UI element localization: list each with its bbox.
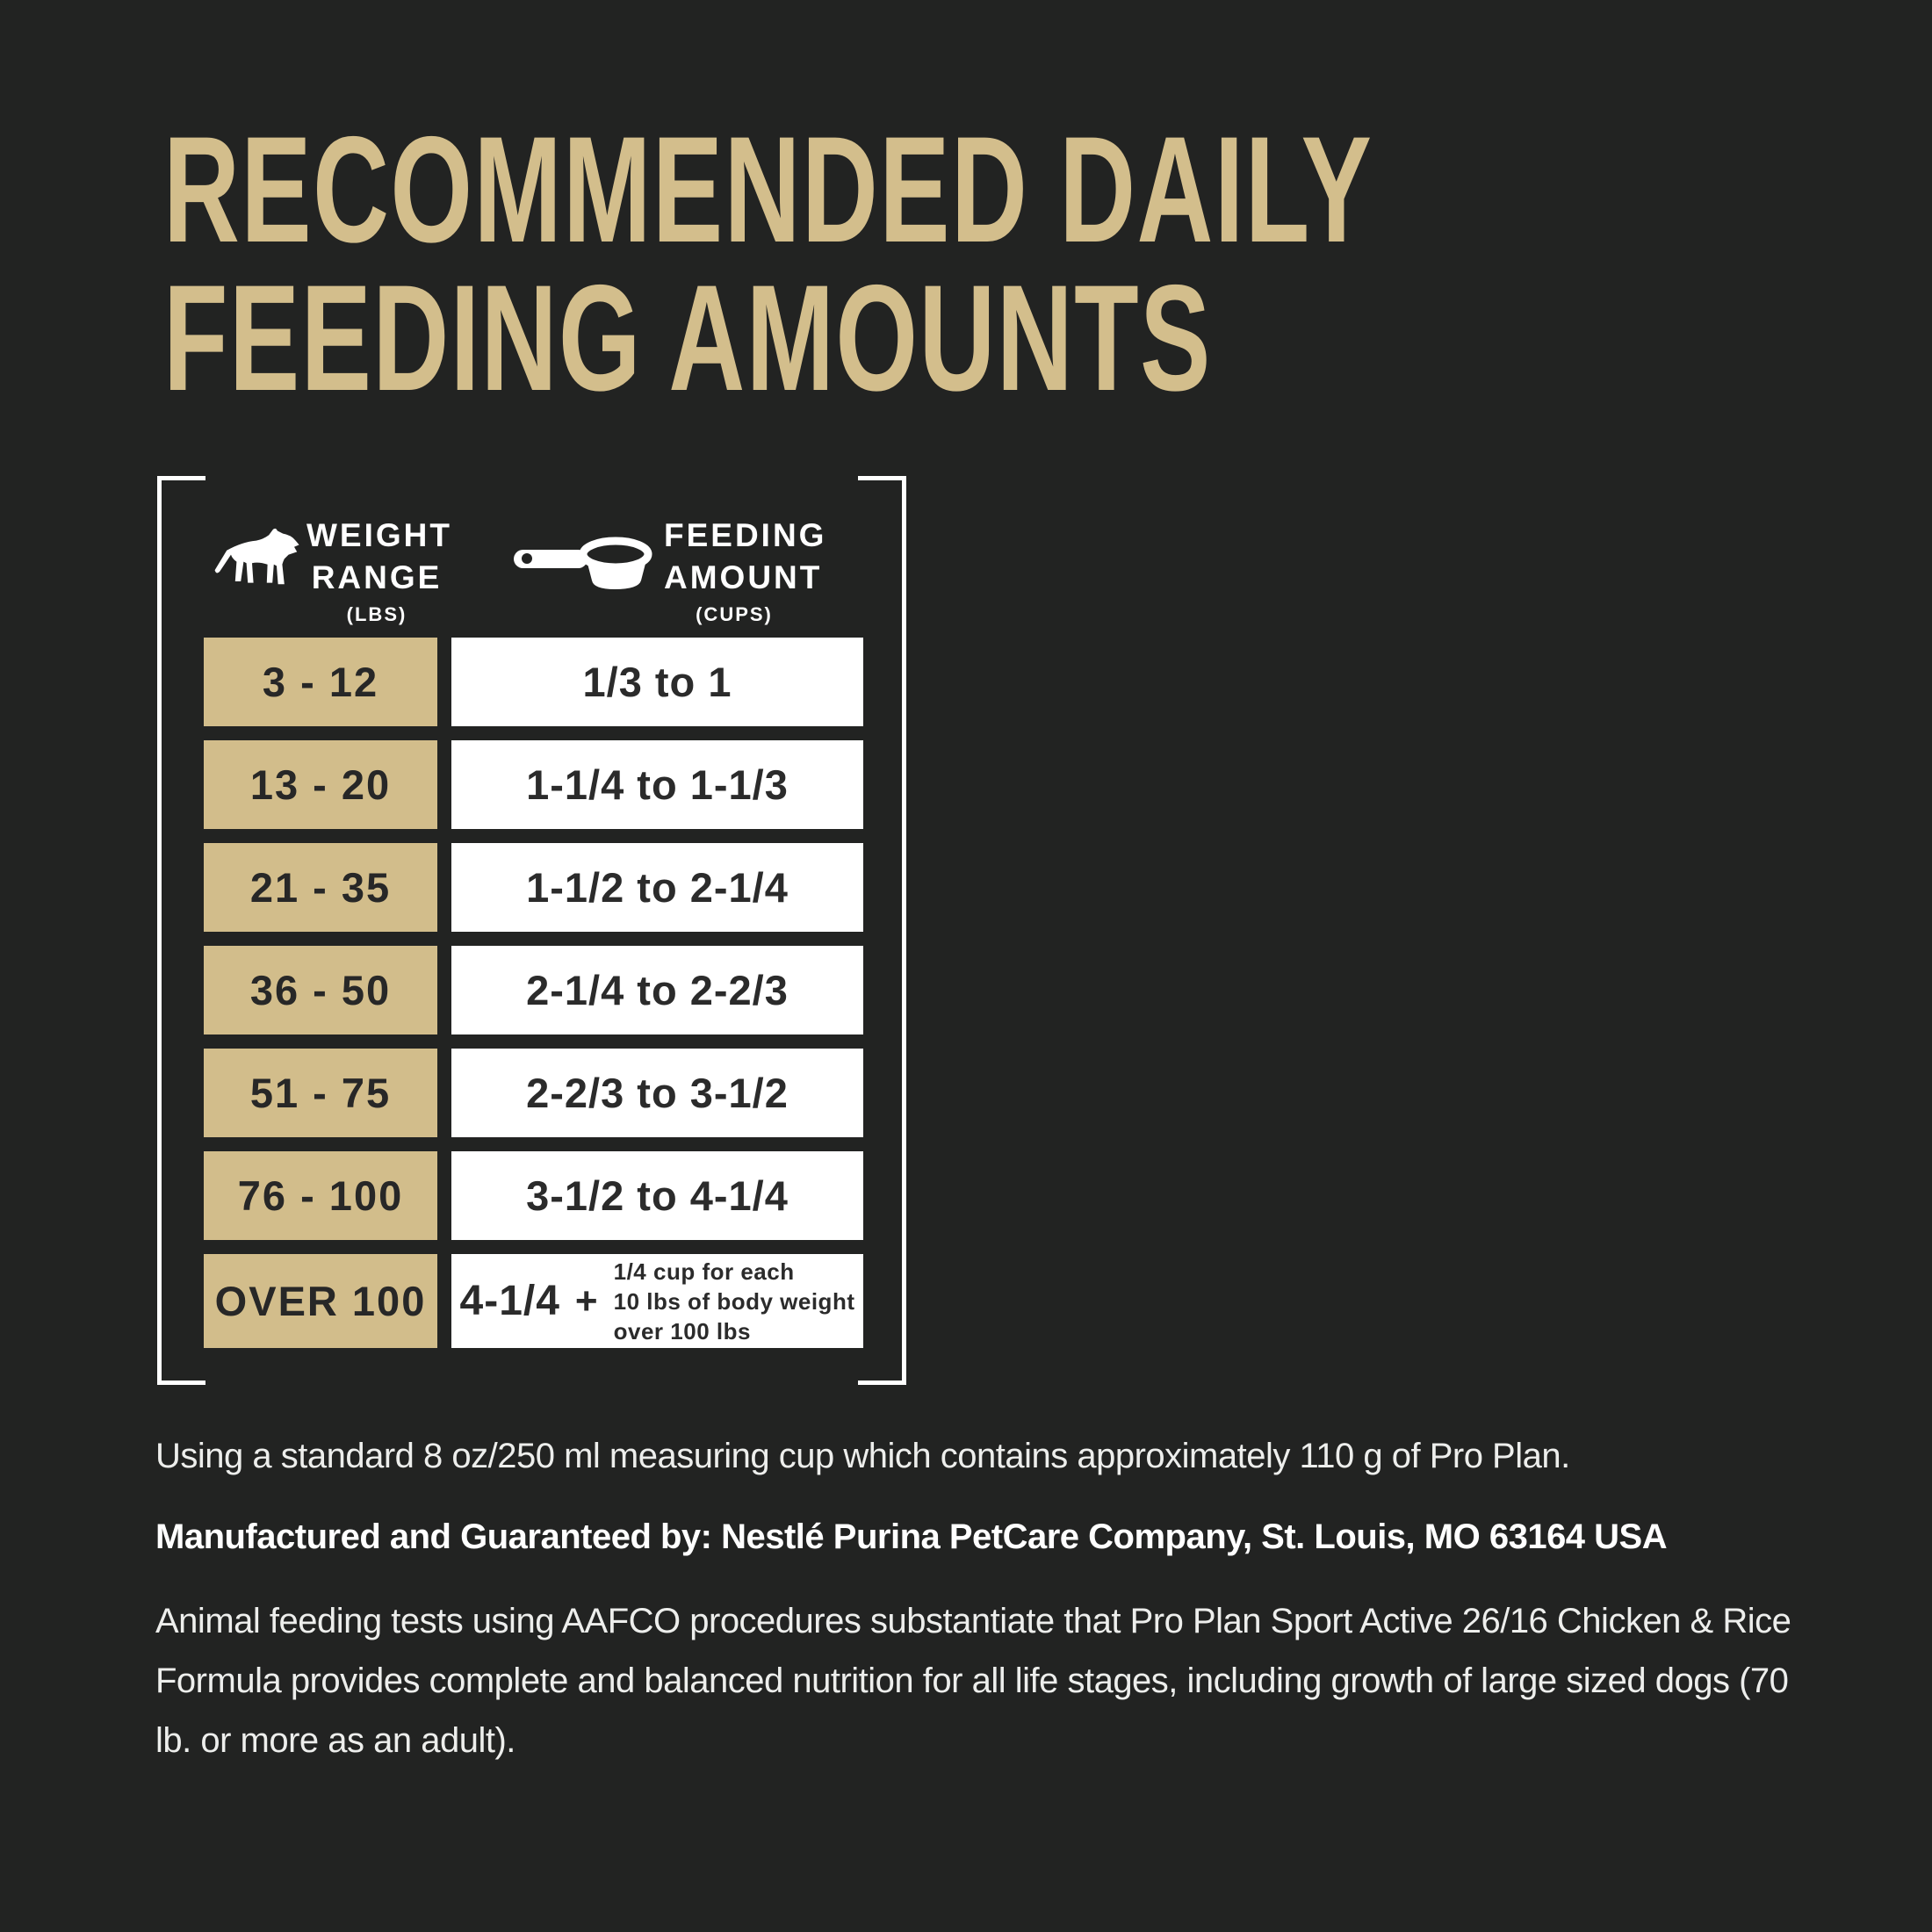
amount-cell: 1-1/4 to 1-1/3 <box>451 740 863 829</box>
footnotes: Using a standard 8 oz/250 ml measuring c… <box>155 1433 1798 1806</box>
aafco-statement: Animal feeding tests using AAFCO procedu… <box>155 1602 1791 1760</box>
page-title-line-2: FEEDING AMOUNTS <box>163 254 1212 422</box>
amount-note-line-1: 1/4 cup for each <box>613 1258 795 1285</box>
feeding-table-rows: 3 - 12 1/3 to 1 13 - 20 1-1/4 to 1-1/3 2… <box>204 638 863 1362</box>
amount-note-line-2: 10 lbs of body weight <box>613 1287 855 1315</box>
weight-cell: 3 - 12 <box>204 638 437 726</box>
amount-note-line-3: over 100 lbs <box>613 1317 751 1344</box>
amount-cell: 2-2/3 to 3-1/2 <box>451 1049 863 1137</box>
table-row: 36 - 50 2-1/4 to 2-2/3 <box>204 946 863 1034</box>
weight-cell: 13 - 20 <box>204 740 437 829</box>
page-title: RECOMMENDED DAILY FEEDING AMOUNTS <box>163 105 1892 422</box>
amount-cell: 1-1/2 to 2-1/4 <box>451 843 863 932</box>
measuring-cup-icon <box>512 530 652 596</box>
feeding-amount-header: FEEDING AMOUNT (CUPS) <box>664 515 827 628</box>
weight-cell: 36 - 50 <box>204 946 437 1034</box>
page-title-line-1: RECOMMENDED DAILY <box>163 105 1373 274</box>
table-row-over-100: OVER 100 4-1/4 + 1/4 cup for each 10 lbs… <box>204 1254 863 1348</box>
weight-cell: OVER 100 <box>204 1254 437 1348</box>
weight-header-line-2: RANGE <box>311 559 443 595</box>
feeding-table: WEIGHT RANGE (LBS) FEEDING AMOUNT (CUPS)… <box>157 476 906 1385</box>
amount-cell: 1/3 to 1 <box>451 638 863 726</box>
dog-icon <box>210 520 301 598</box>
amount-cell: 3-1/2 to 4-1/4 <box>451 1151 863 1240</box>
manufacturer-note: Manufactured and Guaranteed by: Nestlé P… <box>155 1517 1668 1556</box>
feeding-header-line-2: AMOUNT <box>664 559 823 595</box>
feeding-header-line-1: FEEDING <box>664 517 827 553</box>
table-row: 76 - 100 3-1/2 to 4-1/4 <box>204 1151 863 1240</box>
weight-cell: 51 - 75 <box>204 1049 437 1137</box>
weight-cell: 76 - 100 <box>204 1151 437 1240</box>
measuring-cup-note: Using a standard 8 oz/250 ml measuring c… <box>155 1437 1570 1475</box>
table-row: 13 - 20 1-1/4 to 1-1/3 <box>204 740 863 829</box>
weight-range-header: WEIGHT RANGE (LBS) <box>306 515 452 628</box>
amount-value: 4-1/4 <box>459 1278 560 1324</box>
weight-cell: 21 - 35 <box>204 843 437 932</box>
weight-header-line-1: WEIGHT <box>306 517 452 553</box>
table-row: 3 - 12 1/3 to 1 <box>204 638 863 726</box>
amount-note: 1/4 cup for each 10 lbs of body weight o… <box>614 1257 855 1346</box>
weight-header-unit: (LBS) <box>346 603 407 625</box>
plus-sign: + <box>574 1279 599 1323</box>
amount-cell: 4-1/4 + 1/4 cup for each 10 lbs of body … <box>451 1254 863 1348</box>
feeding-header-unit: (CUPS) <box>696 603 773 625</box>
table-row: 51 - 75 2-2/3 to 3-1/2 <box>204 1049 863 1137</box>
amount-cell: 2-1/4 to 2-2/3 <box>451 946 863 1034</box>
table-row: 21 - 35 1-1/2 to 2-1/4 <box>204 843 863 932</box>
